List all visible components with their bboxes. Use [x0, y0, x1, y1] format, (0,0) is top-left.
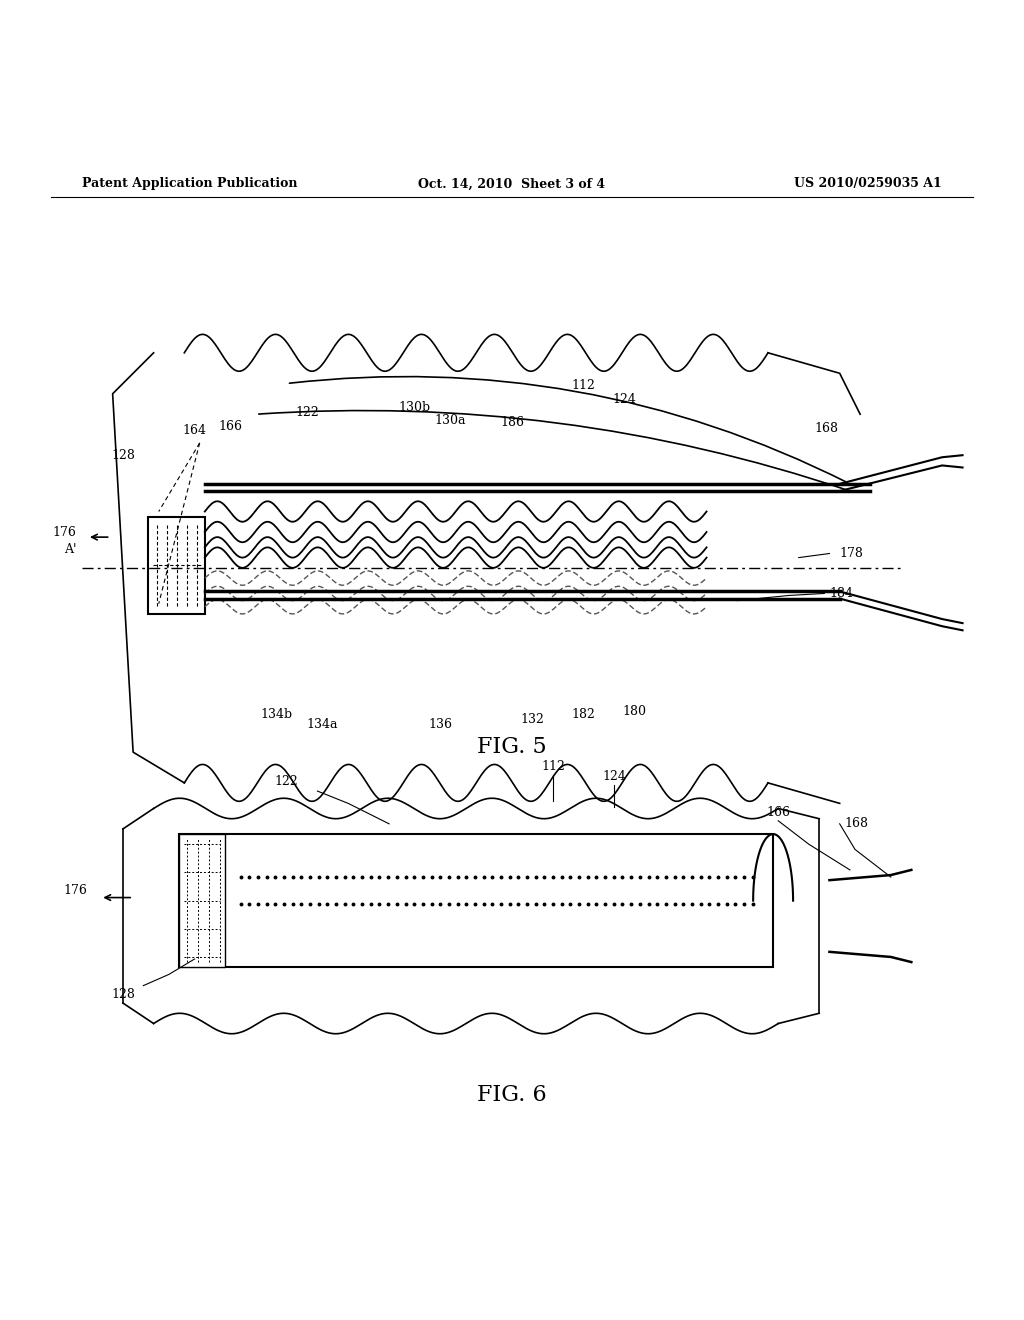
Text: 166: 166: [766, 805, 791, 818]
Text: 134a: 134a: [307, 718, 338, 731]
FancyBboxPatch shape: [148, 516, 205, 614]
Text: 180: 180: [623, 705, 647, 718]
Text: 164: 164: [182, 424, 207, 437]
Text: 178: 178: [840, 546, 863, 560]
Text: 112: 112: [541, 759, 565, 772]
Text: US 2010/0259035 A1: US 2010/0259035 A1: [795, 177, 942, 190]
Text: 130a: 130a: [435, 413, 466, 426]
Text: 128: 128: [111, 987, 135, 1001]
Bar: [179, 834, 225, 968]
Text: FIG. 6: FIG. 6: [477, 1084, 547, 1106]
Text: 134b: 134b: [260, 708, 293, 721]
Text: 166: 166: [218, 420, 243, 433]
Text: 168: 168: [845, 817, 868, 830]
Text: FIG. 5: FIG. 5: [477, 737, 547, 758]
Text: Patent Application Publication: Patent Application Publication: [82, 177, 297, 190]
Text: 176: 176: [63, 884, 87, 896]
Text: 130b: 130b: [398, 401, 431, 414]
Bar: [179, 834, 773, 968]
Text: 124: 124: [612, 393, 637, 407]
Text: 176: 176: [53, 525, 77, 539]
Text: 132: 132: [520, 713, 545, 726]
Text: A': A': [65, 543, 77, 556]
Text: Oct. 14, 2010  Sheet 3 of 4: Oct. 14, 2010 Sheet 3 of 4: [419, 177, 605, 190]
Text: 186: 186: [500, 416, 524, 429]
Text: 124: 124: [602, 770, 627, 783]
Text: 122: 122: [274, 775, 299, 788]
Text: 182: 182: [571, 708, 596, 721]
Text: 122: 122: [295, 407, 319, 420]
Text: 136: 136: [428, 718, 453, 731]
Text: 128: 128: [111, 449, 135, 462]
Text: 112: 112: [571, 379, 596, 392]
Text: 184: 184: [829, 587, 853, 599]
Text: 168: 168: [814, 422, 838, 436]
